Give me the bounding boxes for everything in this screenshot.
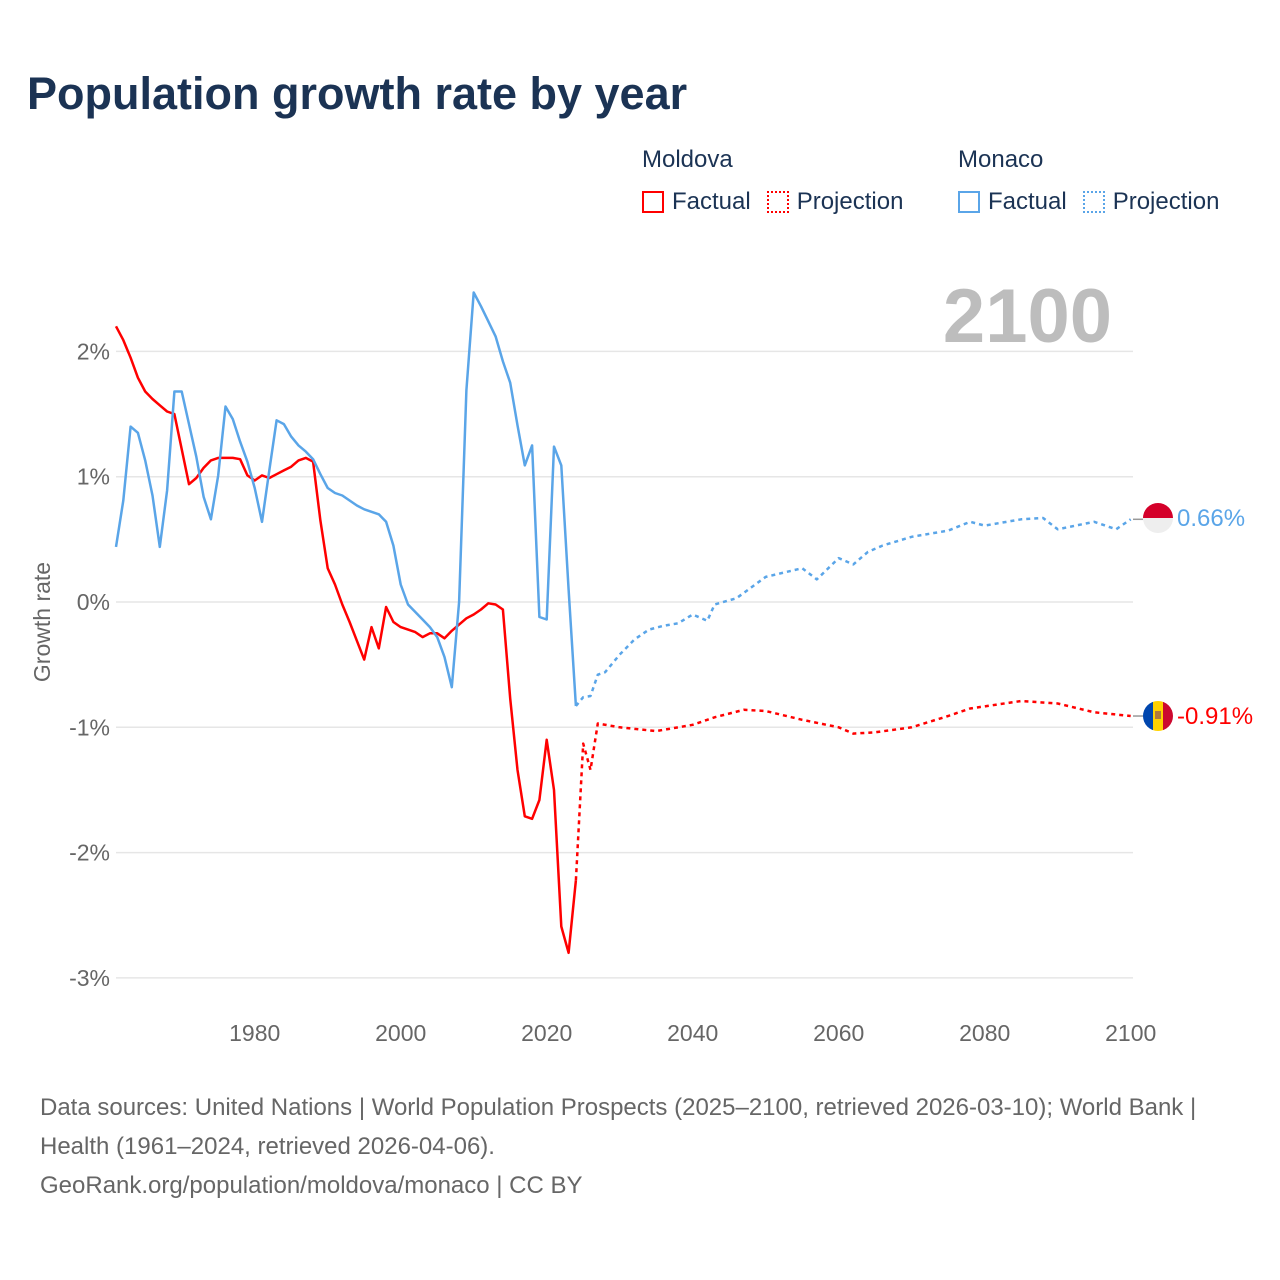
- x-tick-label: 2080: [959, 1020, 1010, 1046]
- moldova-end-marker: -0.91%: [1143, 701, 1253, 731]
- legend-label: Factual: [672, 188, 751, 215]
- legend-label: Projection: [1112, 188, 1220, 215]
- moldova-flag-icon: [1143, 701, 1173, 731]
- legend-monaco-projection[interactable]: Projection: [1082, 188, 1220, 216]
- monaco-projection-line: [574, 516, 1132, 707]
- y-tick-label: 1%: [77, 464, 110, 490]
- legend-swatch-solid: [958, 191, 980, 213]
- x-tick-label: 1980: [229, 1020, 280, 1046]
- monaco-factual-line: [114, 291, 578, 707]
- x-tick-label: 2100: [1105, 1020, 1156, 1046]
- moldova-projection-line: [574, 699, 1131, 881]
- x-tick-label: 2000: [375, 1020, 426, 1046]
- chart-title: Population growth rate by year: [27, 68, 688, 119]
- legend-label: Factual: [988, 188, 1067, 215]
- y-tick-label: 2%: [77, 338, 110, 364]
- legend-monaco-factual[interactable]: Factual: [958, 188, 1067, 216]
- legend-moldova-factual[interactable]: Factual: [642, 188, 751, 216]
- x-tick-label: 2020: [521, 1020, 572, 1046]
- y-tick-label: -2%: [69, 840, 110, 866]
- sources-link[interactable]: GeoRank.org/population/moldova/monaco | …: [40, 1172, 583, 1199]
- legend-moldova-projection[interactable]: Projection: [766, 188, 904, 216]
- monaco-end-value: 0.66%: [1177, 505, 1245, 532]
- moldova-end-value: -0.91%: [1177, 703, 1253, 730]
- y-tick-label: -1%: [69, 714, 110, 740]
- legend-moldova: Moldova Factual Projection: [642, 146, 919, 216]
- sources: Data sources: United Nations | World Pop…: [40, 1088, 1240, 1205]
- x-tick-label: 2040: [667, 1020, 718, 1046]
- year-watermark: 2100: [943, 274, 1112, 359]
- x-tick-label: 2060: [813, 1020, 864, 1046]
- legend-monaco: Monaco Factual Projection: [958, 146, 1219, 216]
- legend-label: Projection: [796, 188, 904, 215]
- y-tick-label: 0%: [77, 589, 110, 615]
- chart-plot: 2100 2% 1% 0% -1% -2% -3% 1980 2000 2020 2040 2060…: [29, 274, 1253, 1046]
- legend-group-title: Monaco: [958, 146, 1044, 173]
- y-tick-label: -3%: [69, 965, 110, 991]
- sources-text: Data sources: United Nations | World Pop…: [40, 1094, 1197, 1160]
- legend-swatch-dotted: [1082, 191, 1105, 213]
- legend-group-title: Moldova: [642, 146, 733, 173]
- monaco-flag-icon: [1143, 503, 1173, 533]
- moldova-factual-line: [114, 325, 578, 955]
- legend-swatch-solid: [642, 191, 664, 213]
- y-axis-label: Growth rate: [29, 562, 55, 682]
- legend-swatch-dotted: [766, 191, 789, 213]
- monaco-end-marker: 0.66%: [1143, 503, 1245, 533]
